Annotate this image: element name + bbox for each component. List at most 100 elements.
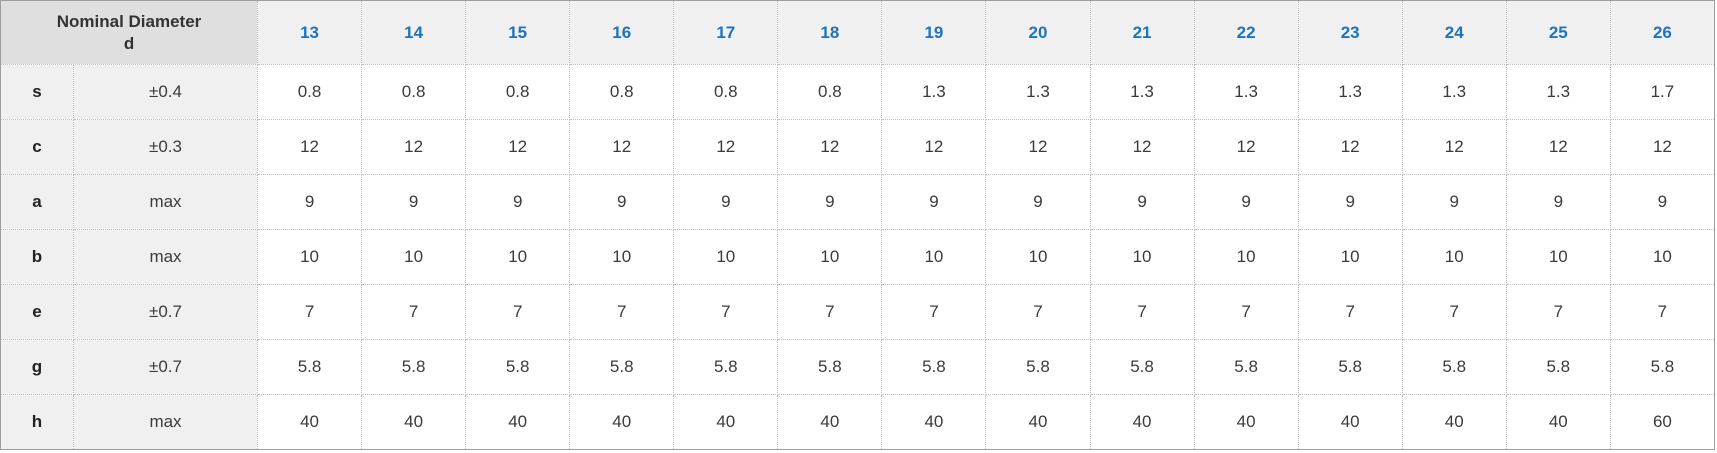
table-cell: 10 (1401, 229, 1507, 285)
table-row: h max 40 40 40 40 40 40 40 40 40 40 40 40 40 60 (0, 394, 1716, 450)
column-header: 15 (465, 0, 571, 65)
table-cell: 40 (673, 394, 779, 450)
table-cell: 9 (1193, 174, 1299, 230)
row-tolerance: max (72, 174, 259, 230)
table-cell: 10 (569, 229, 675, 285)
table-cell: 7 (985, 284, 1091, 340)
table-cell: 5.8 (777, 339, 883, 395)
column-header: 19 (881, 0, 987, 65)
table-cell: 0.8 (673, 64, 779, 120)
table-cell: 7 (465, 284, 571, 340)
table-cell: 7 (777, 284, 883, 340)
table-cell: 1.3 (1089, 64, 1195, 120)
table-cell: 12 (361, 119, 467, 175)
table-cell: 10 (1193, 229, 1299, 285)
table-cell: 1.3 (881, 64, 987, 120)
table-cell: 12 (1193, 119, 1299, 175)
table-cell: 9 (1609, 174, 1716, 230)
table-cell: 9 (673, 174, 779, 230)
row-tolerance: ±0.4 (72, 64, 259, 120)
table-body: s ±0.4 0.8 0.8 0.8 0.8 0.8 0.8 1.3 1.3 1.3 1.3 1.3 1.… (0, 64, 1716, 450)
table-cell: 10 (673, 229, 779, 285)
table-cell: 12 (1505, 119, 1611, 175)
table-cell: 10 (361, 229, 467, 285)
table-cell: 7 (1609, 284, 1716, 340)
column-header: 14 (361, 0, 467, 65)
table-cell: 5.8 (1505, 339, 1611, 395)
table-row: a max 9 9 9 9 9 9 9 9 9 9 9 9 9 9 (0, 174, 1716, 230)
corner-header-symbol: d (123, 33, 135, 53)
table-cell: 0.8 (257, 64, 363, 120)
table-cell: 7 (1089, 284, 1195, 340)
table-cell: 10 (1609, 229, 1716, 285)
table-cell: 9 (985, 174, 1091, 230)
table-cell: 9 (465, 174, 571, 230)
table-cell: 5.8 (1193, 339, 1299, 395)
table-cell: 10 (985, 229, 1091, 285)
column-header: 26 (1609, 0, 1716, 65)
table-cell: 0.8 (361, 64, 467, 120)
table-cell: 5.8 (1297, 339, 1403, 395)
column-header: 21 (1089, 0, 1195, 65)
column-header: 13 (257, 0, 363, 65)
table-cell: 60 (1609, 394, 1716, 450)
table-cell: 9 (361, 174, 467, 230)
row-label: b (0, 229, 74, 285)
table-cell: 40 (1297, 394, 1403, 450)
table-cell: 5.8 (257, 339, 363, 395)
table-cell: 40 (1193, 394, 1299, 450)
table-cell: 9 (1297, 174, 1403, 230)
table-cell: 0.8 (465, 64, 571, 120)
table-cell: 10 (1297, 229, 1403, 285)
row-label: s (0, 64, 74, 120)
table-cell: 12 (465, 119, 571, 175)
table-cell: 5.8 (1401, 339, 1507, 395)
table-cell: 7 (257, 284, 363, 340)
table-cell: 1.3 (1401, 64, 1507, 120)
table-cell: 7 (1193, 284, 1299, 340)
table-cell: 9 (1401, 174, 1507, 230)
column-header: 17 (673, 0, 779, 65)
table-row: g ±0.7 5.8 5.8 5.8 5.8 5.8 5.8 5.8 5.8 5.8 5.8 5.8 5.… (0, 339, 1716, 395)
table-cell: 1.3 (985, 64, 1091, 120)
row-label: g (0, 339, 74, 395)
table-cell: 0.8 (777, 64, 883, 120)
table-cell: 12 (257, 119, 363, 175)
table-cell: 40 (1401, 394, 1507, 450)
table-cell: 1.3 (1193, 64, 1299, 120)
row-tolerance: ±0.7 (72, 339, 259, 395)
table-cell: 40 (361, 394, 467, 450)
table-cell: 10 (881, 229, 987, 285)
table-cell: 7 (1297, 284, 1403, 340)
column-header: 22 (1193, 0, 1299, 65)
table-cell: 10 (257, 229, 363, 285)
table-cell: 9 (569, 174, 675, 230)
table-cell: 9 (881, 174, 987, 230)
table-cell: 5.8 (465, 339, 571, 395)
table-cell: 10 (1089, 229, 1195, 285)
table-cell: 10 (465, 229, 571, 285)
column-header: 18 (777, 0, 883, 65)
table-cell: 5.8 (1089, 339, 1195, 395)
table-cell: 12 (985, 119, 1091, 175)
table-cell: 12 (881, 119, 987, 175)
table-cell: 0.8 (569, 64, 675, 120)
column-header: 16 (569, 0, 675, 65)
table-cell: 9 (257, 174, 363, 230)
row-label: c (0, 119, 74, 175)
column-header: 24 (1401, 0, 1507, 65)
table-cell: 1.7 (1609, 64, 1716, 120)
table-row: s ±0.4 0.8 0.8 0.8 0.8 0.8 0.8 1.3 1.3 1.3 1.3 1.3 1.… (0, 64, 1716, 120)
row-tolerance: max (72, 229, 259, 285)
table-cell: 7 (569, 284, 675, 340)
table-cell: 40 (1089, 394, 1195, 450)
table-cell: 12 (1089, 119, 1195, 175)
table-cell: 10 (1505, 229, 1611, 285)
table-cell: 5.8 (1609, 339, 1716, 395)
table-cell: 12 (1297, 119, 1403, 175)
table-cell: 5.8 (985, 339, 1091, 395)
table-cell: 40 (465, 394, 571, 450)
table-cell: 5.8 (569, 339, 675, 395)
table-cell: 12 (569, 119, 675, 175)
row-label: e (0, 284, 74, 340)
